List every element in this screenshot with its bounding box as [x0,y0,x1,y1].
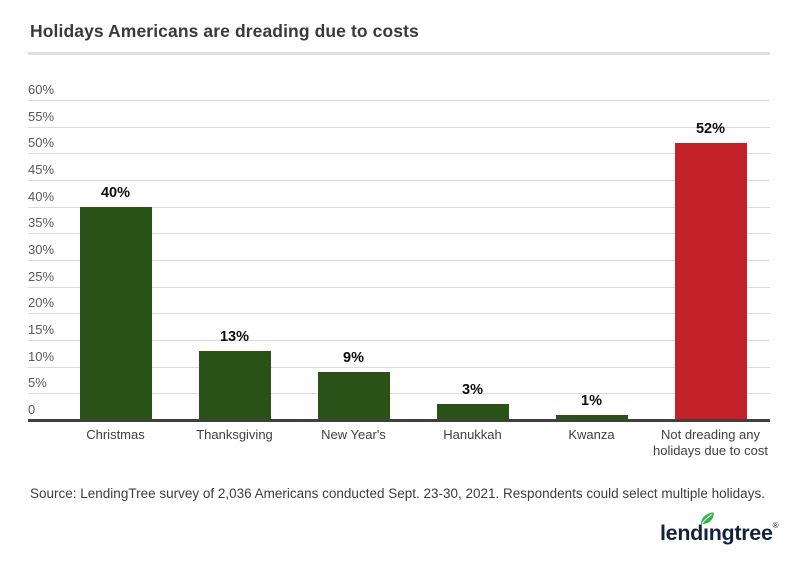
gridline [28,286,770,288]
x-axis-line [28,419,770,422]
y-axis-tick-label: 35% [28,215,55,231]
title-divider [28,52,770,55]
x-axis-label-not-dreading-any-holidays-due-to-cost: Not dreading any holidays due to cost [653,427,768,458]
gridline [28,260,770,261]
gridline [28,153,770,155]
gridline [28,340,770,341]
gridline [28,126,770,128]
logo-letter-i: ı [701,512,714,546]
x-axis-label-new-year-s: New Year's [321,427,386,442]
bar-value-label-not-dreading-any-holidays-due-to-cost: 52% [695,121,726,137]
gridline [28,206,770,208]
x-axis-label-christmas: Christmas [86,427,145,442]
gridline [28,100,770,101]
bar-thanksgiving [198,351,271,420]
y-axis-tick-label: 25% [28,268,55,284]
y-axis-tick-label: 40% [28,188,55,204]
bar-value-label-kwanza: 1% [581,393,602,409]
bar-new-year-s [317,372,390,420]
bar-hanukkah [436,404,509,420]
gridline [28,366,770,368]
lendingtree-logo: lend ıngtree® [660,512,779,546]
y-axis-tick-label: 5% [28,375,47,391]
logo-text-post: ngtree [708,521,773,545]
bar-kwanza [555,415,628,420]
chart-title: Holidays Americans are dreading due to c… [30,21,419,41]
bar-value-label-new-year-s: 9% [343,350,364,366]
gridline [28,393,770,395]
gridline [28,180,770,181]
source-note: Source: LendingTree survey of 2,036 Amer… [30,486,765,501]
y-axis-tick-label: 60% [28,82,55,97]
leaf-icon [701,512,714,525]
y-axis-tick-label: 15% [28,322,55,337]
y-axis-tick-label: 50% [28,135,55,151]
bar-not-dreading-any-holidays-due-to-cost [674,143,747,420]
gridline [28,233,770,235]
x-axis-label-kwanza: Kwanza [568,427,615,442]
x-axis-label-thanksgiving: Thanksgiving [196,427,273,442]
bar-value-label-christmas: 40% [100,185,131,201]
y-axis-tick-label: 30% [28,242,55,257]
registered-mark: ® [772,521,779,530]
gridline [28,313,770,315]
y-axis-tick-label: 55% [28,108,55,124]
bar-christmas [79,207,152,420]
y-axis-tick-label: 0 [28,402,36,417]
y-axis-tick-label: 10% [28,348,55,364]
bar-value-label-hanukkah: 3% [462,382,483,398]
x-axis-label-hanukkah: Hanukkah [443,427,502,442]
bar-value-label-thanksgiving: 13% [219,329,250,345]
logo-text-pre: lend [660,521,703,545]
y-axis-tick-label: 20% [28,295,55,311]
y-axis-tick-label: 45% [28,162,55,177]
